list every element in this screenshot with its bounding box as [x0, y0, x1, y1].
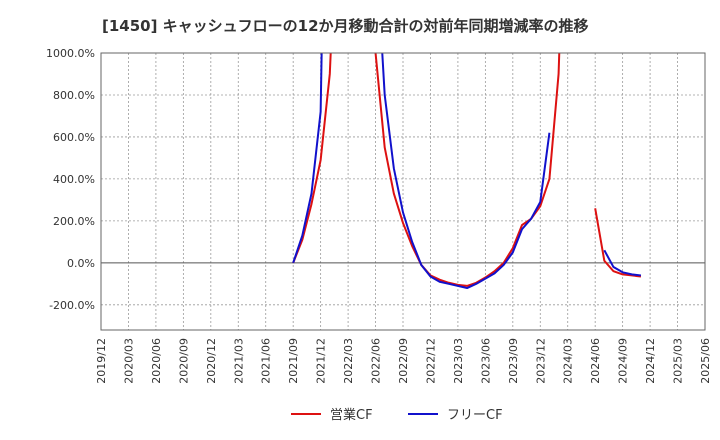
x-tick-label: 2023/09	[507, 338, 520, 384]
x-tick-label: 2020/12	[205, 338, 218, 384]
series-line-0-segment-2	[594, 208, 642, 278]
legend-label-free-cf: フリーCF	[447, 408, 503, 423]
y-tick-label: 800.0%	[53, 89, 95, 102]
series-layer	[292, 53, 642, 290]
x-tick-label: 2022/06	[370, 338, 383, 384]
y-tick-label: 200.0%	[53, 215, 95, 228]
x-tick-label: 2021/12	[315, 338, 328, 384]
series-line-1-segment-0	[292, 53, 323, 264]
y-tick-label: 0.0%	[67, 257, 95, 270]
x-tick-label: 2024/03	[562, 338, 575, 384]
x-tick-label: 2023/12	[534, 338, 547, 384]
y-tick-label: 600.0%	[53, 131, 95, 144]
x-tick-label: 2024/06	[589, 338, 602, 384]
series-line-0-segment-0	[292, 53, 332, 264]
x-tick-label: 2021/03	[232, 338, 245, 384]
legend: 営業CF フリーCF	[291, 407, 503, 423]
x-tick-label: 2022/12	[424, 338, 437, 384]
x-tick-label: 2025/06	[699, 338, 712, 384]
chart-title: [1450] キャッシュフローの12か月移動合計の対前年同期増減率の推移	[102, 17, 589, 35]
grid-layer	[101, 53, 705, 330]
x-tick-label: 2024/09	[617, 338, 630, 384]
x-tick-label: 2025/03	[672, 338, 685, 384]
x-tick-label: 2021/09	[287, 338, 300, 384]
series-line-1-segment-2	[603, 249, 642, 277]
series-line-1-segment-1	[381, 53, 551, 290]
plot-frame	[100, 52, 706, 331]
x-tick-label: 2024/12	[644, 338, 657, 384]
x-tick-label: 2023/03	[452, 338, 465, 384]
legend-label-operating-cf: 営業CF	[330, 407, 373, 423]
x-tick-label: 2020/03	[122, 338, 135, 384]
x-axis: 2019/12 2020/03 2020/06 2020/09 2020/12 2021/…	[95, 338, 712, 384]
y-tick-label: 400.0%	[53, 173, 95, 186]
y-tick-label: 1000.0%	[46, 47, 95, 60]
x-tick-label: 2020/06	[150, 338, 163, 384]
x-tick-label: 2022/03	[342, 338, 355, 384]
y-axis: -200.0% 0.0% 200.0% 400.0% 600.0% 800.0% 1000.…	[46, 47, 95, 312]
series-line-0-segment-1	[374, 53, 561, 287]
x-tick-label: 2019/12	[95, 338, 108, 384]
x-tick-label: 2023/06	[479, 338, 492, 384]
x-tick-label: 2020/09	[177, 338, 190, 384]
x-tick-label: 2022/09	[397, 338, 410, 384]
y-tick-label: -200.0%	[49, 299, 95, 312]
x-tick-label: 2021/06	[260, 338, 273, 384]
